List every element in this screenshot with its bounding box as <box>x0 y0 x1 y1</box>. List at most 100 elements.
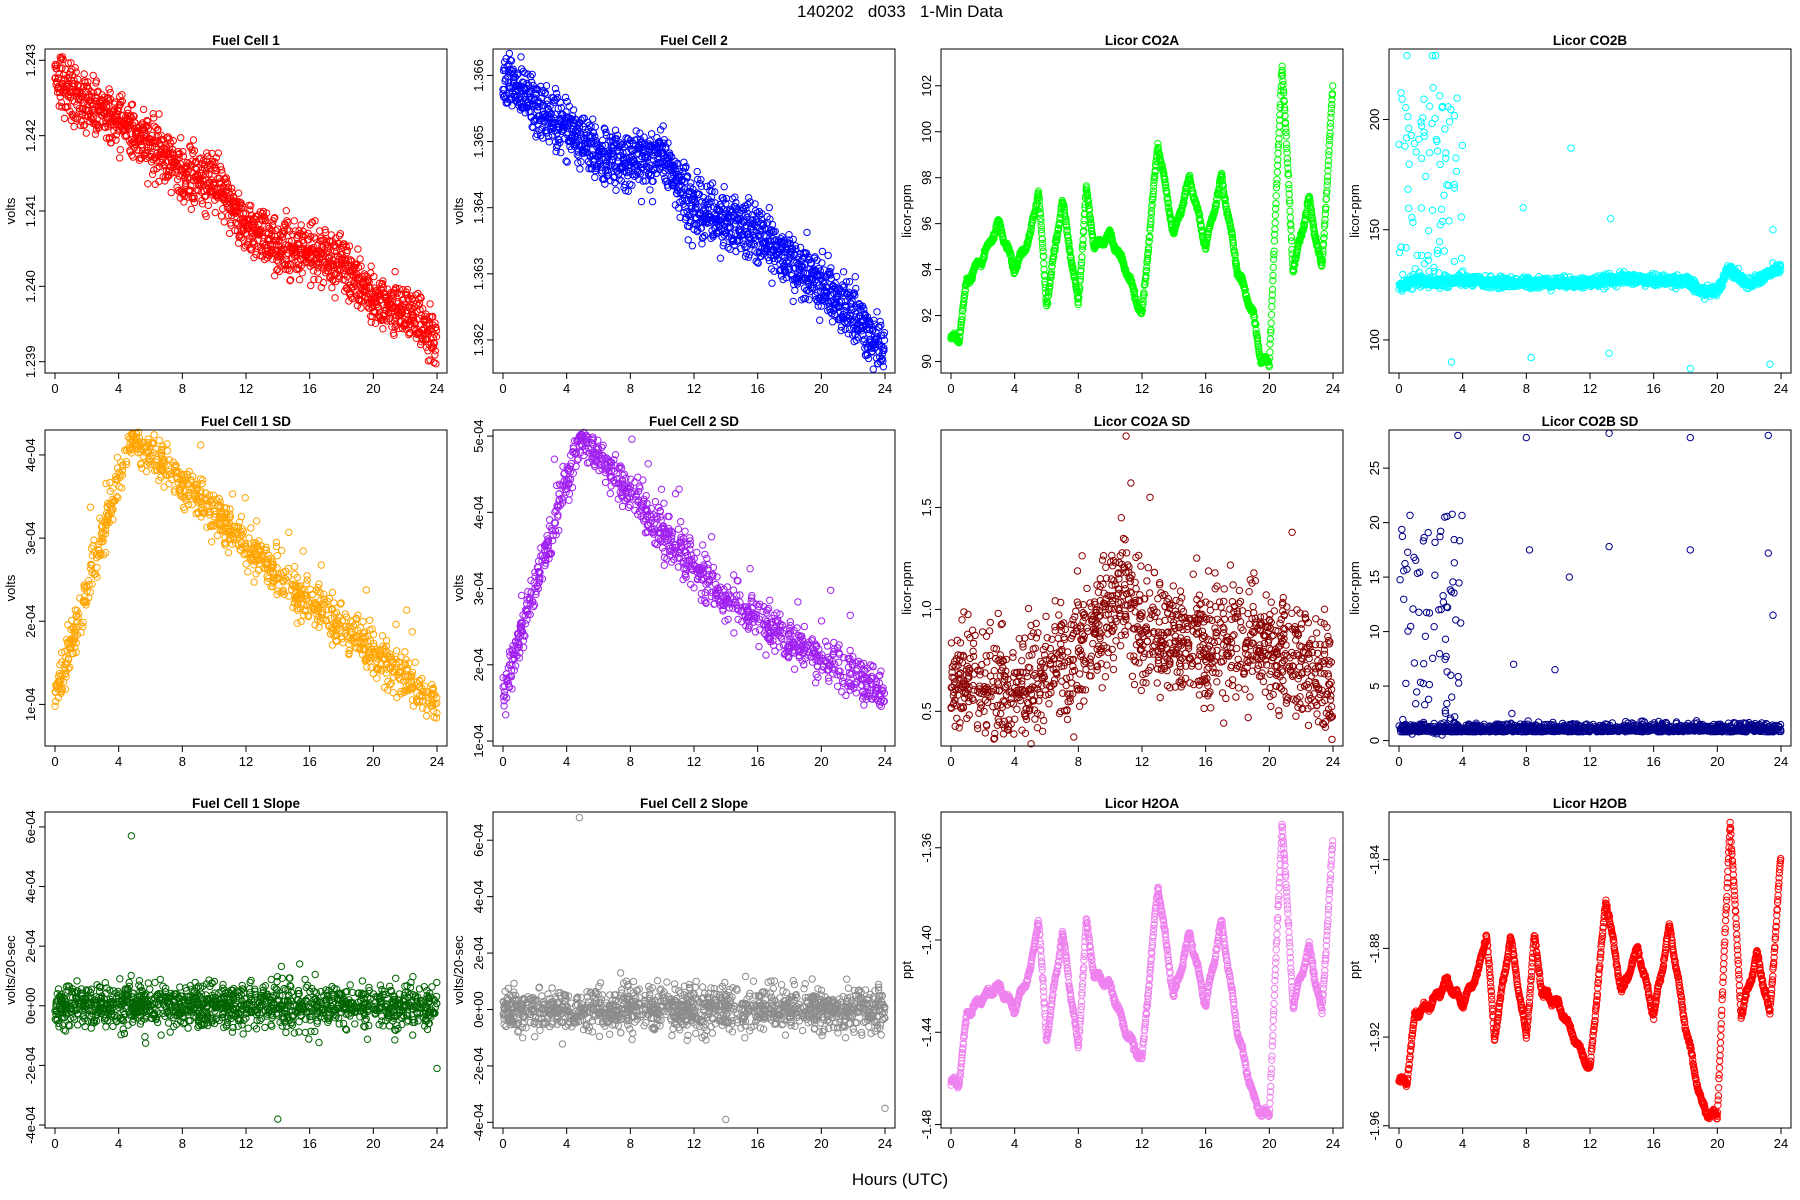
x-tick-label: 0 <box>499 381 506 396</box>
data-point <box>157 131 165 139</box>
panel-title: Licor CO2B <box>1553 33 1628 48</box>
data-point <box>688 242 697 250</box>
data-point <box>1273 168 1282 176</box>
data-point <box>149 110 157 118</box>
data-point <box>211 208 219 217</box>
data-point <box>851 273 859 281</box>
data-points <box>499 49 889 373</box>
data-point <box>69 113 78 121</box>
data-point <box>803 228 811 237</box>
x-tick-label: 12 <box>687 381 701 396</box>
data-point <box>64 103 72 111</box>
y-tick-label: 1.364 <box>471 191 486 224</box>
data-point <box>177 134 185 142</box>
data-point <box>203 149 211 157</box>
data-point <box>82 129 91 137</box>
y-tick-label: 1.243 <box>23 44 38 77</box>
data-point <box>91 130 100 138</box>
data-point <box>765 203 773 212</box>
data-point <box>199 156 208 165</box>
data-point <box>189 136 198 144</box>
data-point <box>155 177 163 186</box>
data-point <box>215 188 223 196</box>
data-point <box>684 236 692 244</box>
y-tick-label: 1.242 <box>23 119 38 152</box>
data-point <box>144 180 152 188</box>
data-point <box>222 174 231 182</box>
data-point <box>1269 263 1278 272</box>
data-point <box>1324 172 1332 181</box>
data-point <box>124 105 132 114</box>
data-point <box>432 360 440 368</box>
data-point <box>220 218 228 226</box>
data-point <box>693 167 701 176</box>
y-tick-label: 90 <box>919 354 934 368</box>
data-points <box>51 53 441 368</box>
data-point <box>199 176 207 184</box>
x-tick-label: 0 <box>51 381 58 396</box>
y-tick-label: 1.239 <box>23 345 38 378</box>
data-point <box>193 186 201 194</box>
data-point <box>150 114 158 122</box>
panel-title: Licor CO2A <box>1105 33 1180 48</box>
y-tick-label: 1.241 <box>23 195 38 228</box>
y-tick-label: 1.362 <box>471 324 486 357</box>
data-point <box>58 64 66 72</box>
data-point <box>190 147 199 155</box>
data-point <box>716 254 725 262</box>
data-point <box>744 194 753 202</box>
data-point <box>129 153 137 161</box>
data-point <box>205 170 213 178</box>
x-tick-label: 20 <box>366 381 380 396</box>
data-point <box>116 154 124 162</box>
data-point <box>816 316 824 324</box>
data-point <box>139 105 148 114</box>
data-point <box>105 85 113 93</box>
y-tick-label: 102 <box>919 75 934 97</box>
data-point <box>1040 259 1048 268</box>
data-point <box>1273 176 1281 184</box>
data-point <box>81 121 89 129</box>
data-point <box>307 281 315 290</box>
data-point <box>59 55 67 64</box>
data-point <box>116 146 125 154</box>
data-point <box>1320 230 1328 238</box>
data-point <box>591 173 599 182</box>
data-point <box>327 231 336 239</box>
data-point <box>144 117 152 126</box>
data-point <box>576 165 584 173</box>
data-point <box>162 143 171 151</box>
data-point <box>198 196 206 205</box>
data-point <box>67 93 75 101</box>
data-point <box>224 183 233 191</box>
figure-title: 140202 d033 1-Min Data <box>796 2 1004 21</box>
data-point <box>86 113 95 121</box>
data-point <box>637 197 646 206</box>
data-point <box>183 163 191 171</box>
data-point <box>768 279 776 287</box>
data-point <box>58 103 66 111</box>
data-point <box>169 137 178 145</box>
data-point <box>632 127 640 135</box>
data-point <box>143 116 151 125</box>
y-tick-label: 100 <box>919 121 934 143</box>
data-point <box>791 286 799 295</box>
data-point <box>94 87 102 95</box>
data-point <box>57 98 66 107</box>
panel-title: Fuel Cell 1 <box>212 33 280 48</box>
data-point <box>187 205 196 214</box>
data-point <box>612 186 620 194</box>
data-point <box>217 212 226 220</box>
data-point <box>1272 192 1280 200</box>
data-point <box>1267 319 1275 327</box>
data-point <box>51 60 60 69</box>
data-point <box>1286 207 1294 215</box>
data-point <box>732 247 740 256</box>
data-point <box>179 152 188 160</box>
data-point <box>873 308 881 316</box>
x-tick-label: 4 <box>1011 381 1018 396</box>
data-point <box>569 106 578 114</box>
data-point <box>124 125 132 134</box>
data-point <box>180 192 189 201</box>
